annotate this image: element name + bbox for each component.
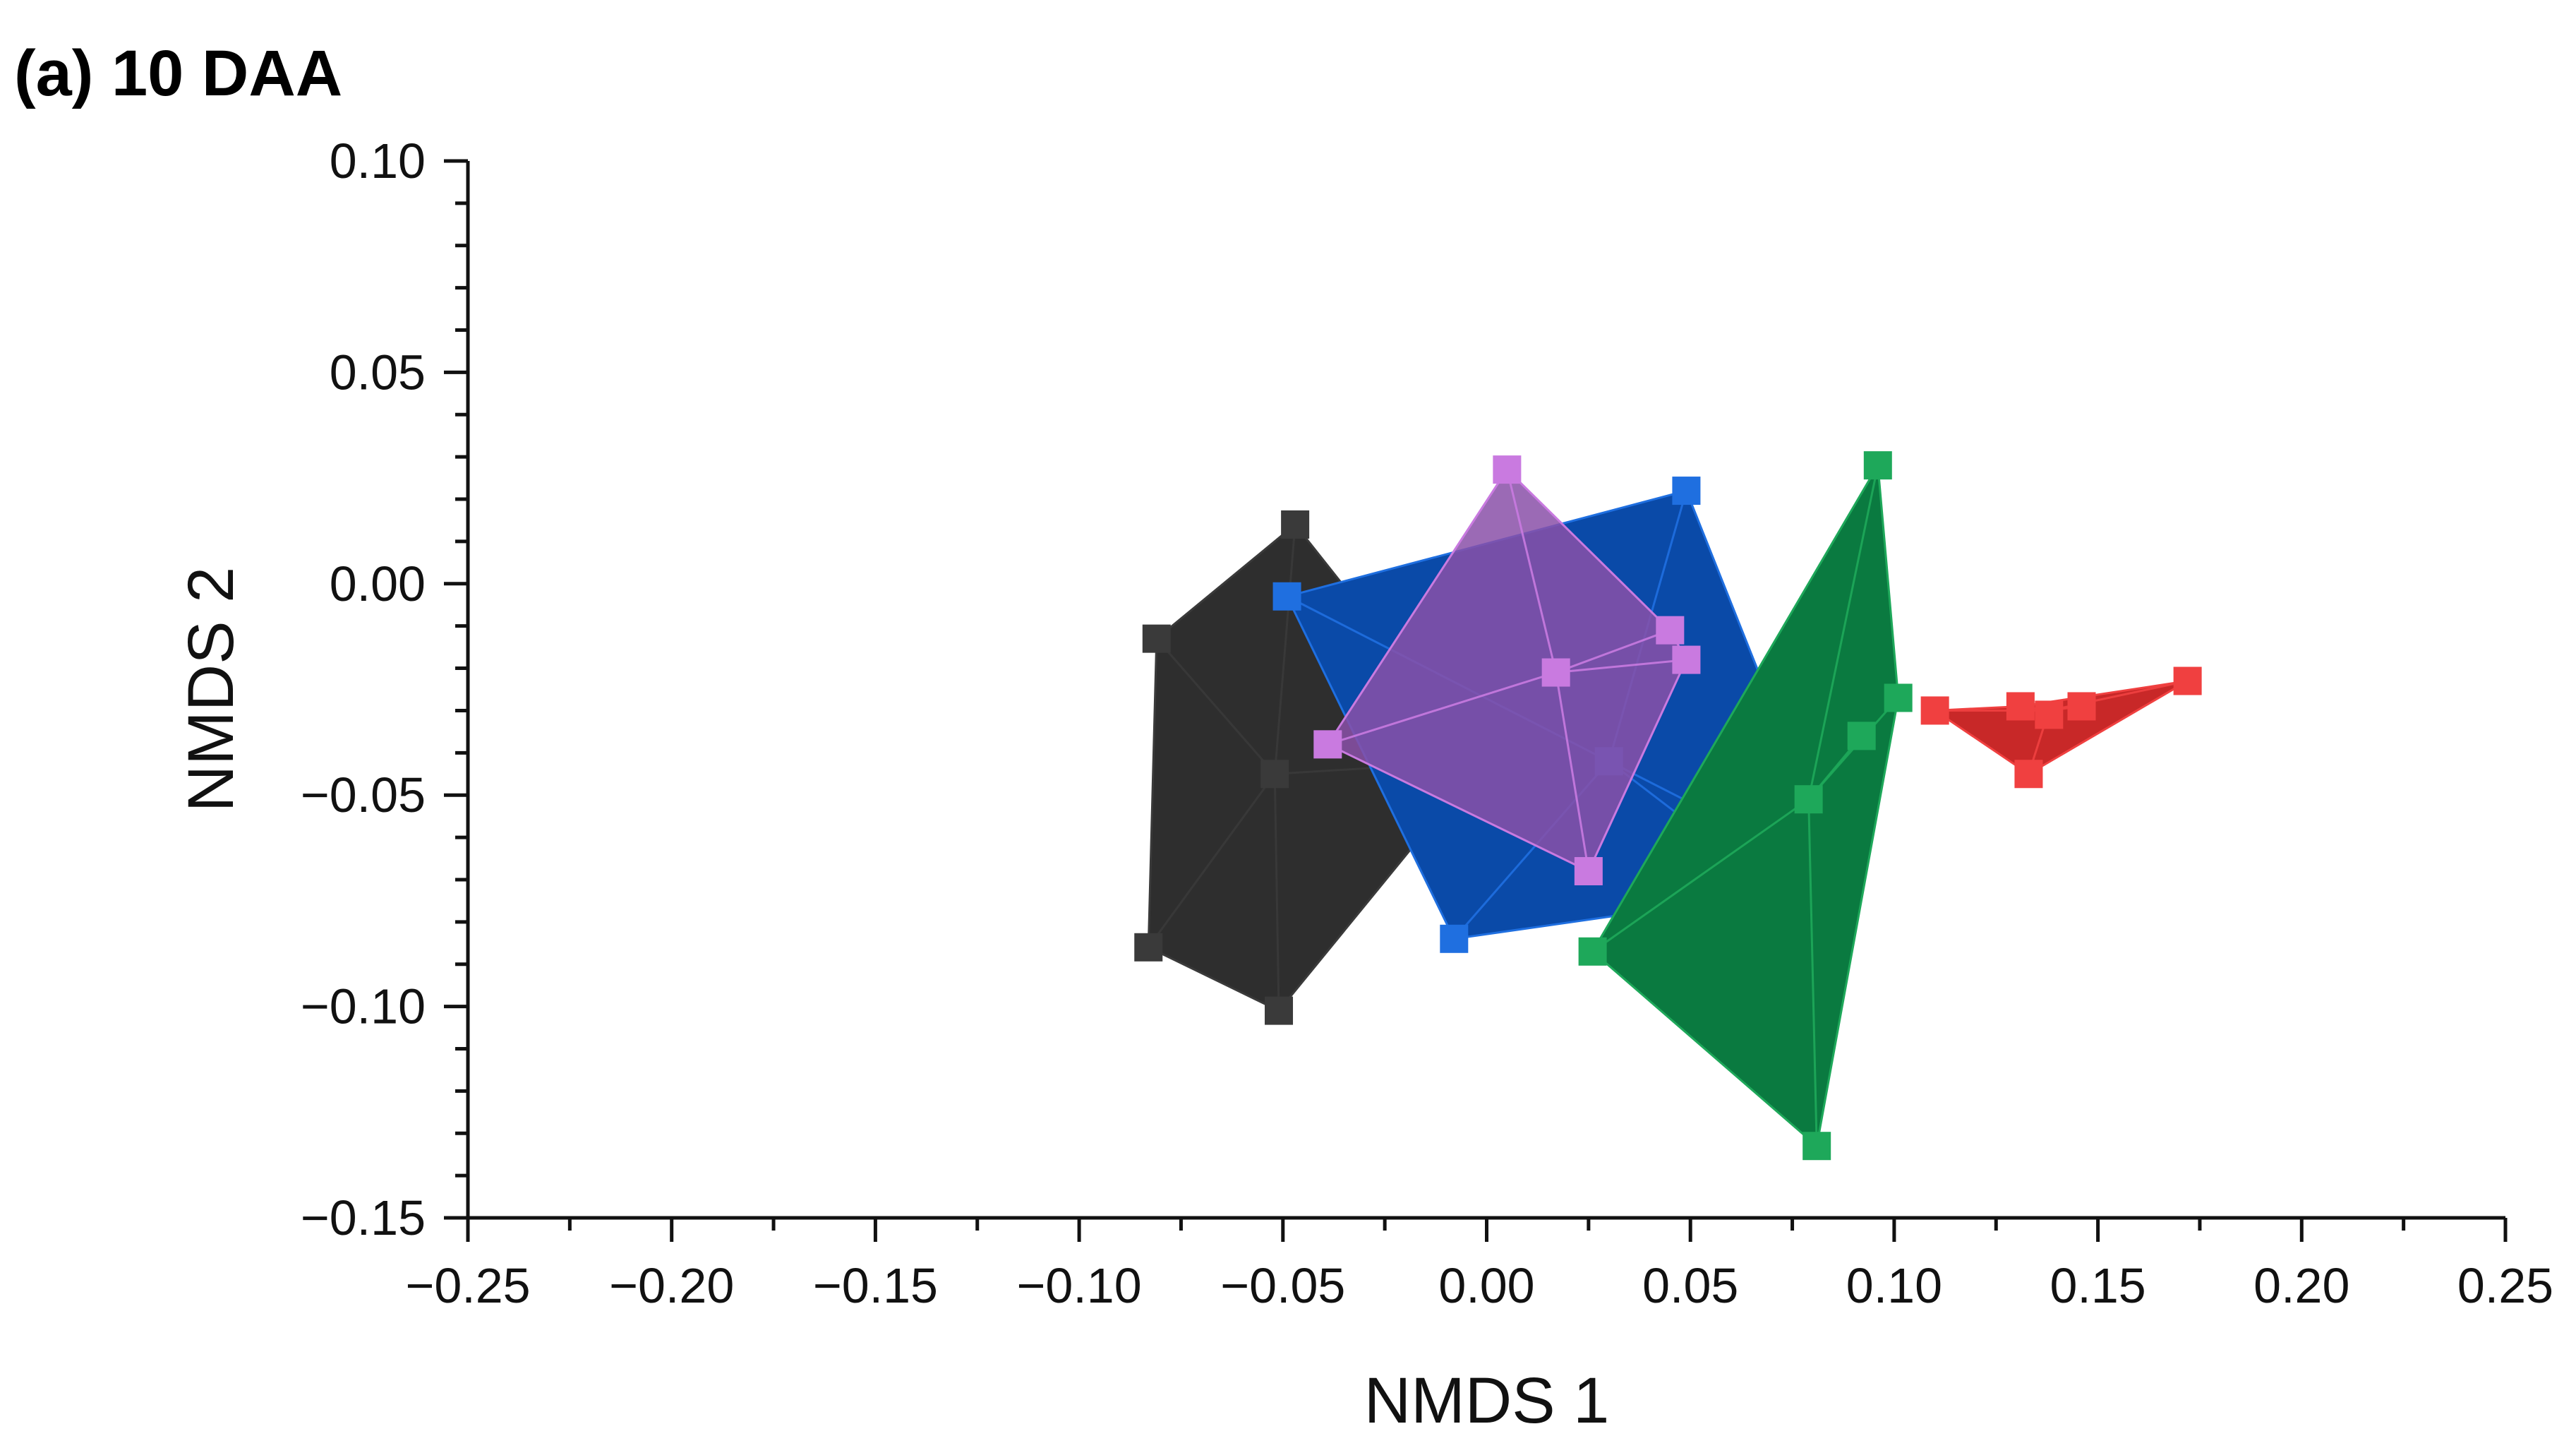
data-point [1260,760,1289,789]
x-tick-label: −0.10 [1017,1258,1142,1313]
y-axis-title: NMDS 2 [175,567,247,813]
x-tick-label: 0.05 [1642,1258,1738,1313]
data-point [1656,616,1685,645]
y-tick-label: −0.15 [301,1190,426,1245]
data-point [1884,683,1913,712]
data-point [1574,856,1603,885]
ticks: −0.25 −0.20 −0.15 −0.10 −0.05 0.00 0.05 0.10 0.1… [301,133,2553,1313]
data-point [1863,451,1892,480]
spoke-line [1555,659,1687,674]
group-3 [1578,451,1913,1161]
spoke-line [1148,773,1276,948]
hull-polygon [1326,467,1688,873]
data-point [2014,760,2043,789]
data-point [1493,455,1522,484]
data-point [2067,692,2096,721]
spoke-line [1807,799,1818,1147]
data-point [1802,1132,1831,1161]
y-tick-label: −0.05 [301,767,426,822]
data-point [1672,477,1701,505]
x-axis-title: NMDS 1 [1364,1365,1610,1437]
spoke-line [1505,469,1558,673]
y-tick-label: 0.00 [330,556,426,611]
x-tick-label: 0.25 [2457,1258,2553,1313]
data-point [1313,730,1342,759]
x-tick-label: −0.20 [609,1258,734,1313]
data-point [2006,692,2035,721]
data-point [1672,645,1701,674]
group-2 [1313,455,1701,885]
data-point [2173,666,2202,695]
y-tick-label: −0.10 [301,979,426,1034]
data-point [2035,700,2064,729]
data-point [1134,933,1163,962]
data-point [1578,937,1607,966]
x-tick-label: −0.25 [405,1258,530,1313]
data-point [1265,996,1294,1025]
spoke-line [1327,671,1557,746]
x-tick-label: 0.10 [1846,1258,1942,1313]
y-tick-label: 0.05 [330,345,426,400]
x-tick-label: 0.20 [2253,1258,2349,1313]
spoke-line [1273,774,1280,1011]
x-tick-label: 0.00 [1438,1258,1534,1313]
spoke-line [1273,524,1296,774]
plot-area [1134,451,2202,1161]
spoke-line [1555,629,1671,674]
data-point [1794,785,1823,814]
data-point [1440,924,1469,953]
spoke-line [1807,465,1879,800]
data-point [1541,658,1570,687]
data-point [1281,510,1310,539]
spoke-line [1591,798,1810,952]
spoke-line [1155,638,1276,775]
x-tick-label: 0.15 [2050,1258,2145,1313]
data-point [1847,722,1876,750]
y-tick-label: 0.10 [330,133,426,189]
data-point [1272,582,1301,611]
chart-title: (a) 10 DAA [14,37,342,109]
data-point [1142,624,1171,653]
x-tick-label: −0.05 [1220,1258,1345,1313]
x-tick-label: −0.15 [813,1258,938,1313]
spoke-line [1555,672,1590,872]
data-point [1920,696,1949,725]
group-4 [1920,666,2202,789]
